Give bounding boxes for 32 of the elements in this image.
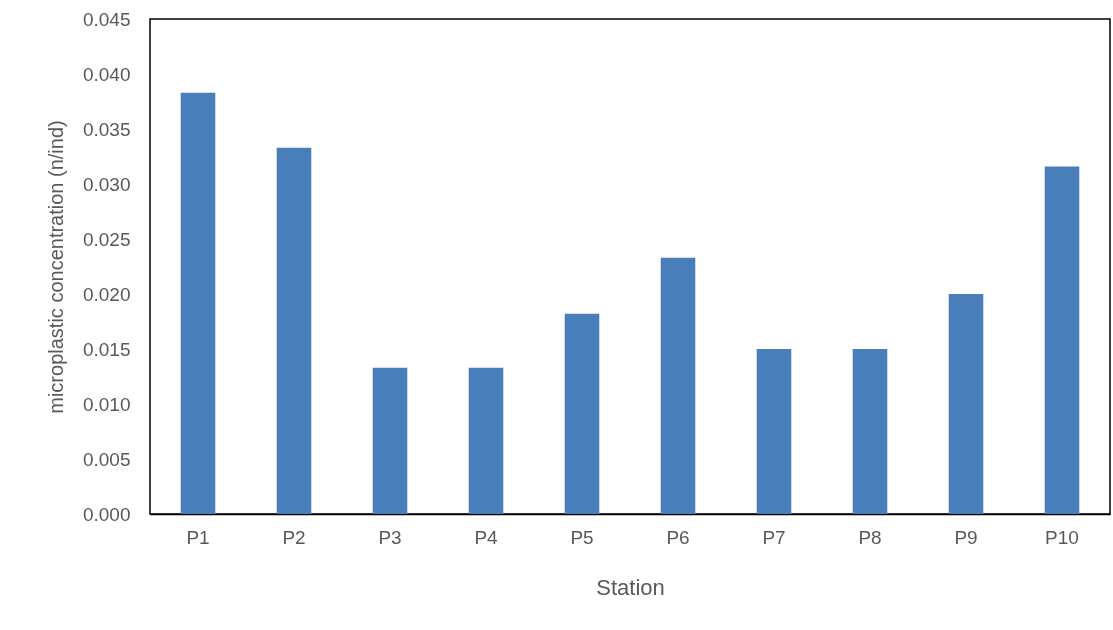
y-tick-label: 0.005	[82, 448, 131, 470]
y-tick-label: 0.010	[82, 393, 131, 415]
x-tick-label: P4	[474, 526, 499, 548]
bar	[564, 313, 600, 514]
y-tick-label: 0.040	[82, 63, 131, 85]
bar	[756, 349, 792, 514]
x-tick-label: P1	[186, 526, 210, 548]
y-tick-label: 0.000	[82, 503, 131, 525]
bar	[1044, 166, 1080, 514]
bar	[372, 367, 408, 514]
x-tick-label: P5	[570, 526, 594, 548]
y-axis-title: microplastic concentration (n/ind)	[44, 120, 67, 414]
y-tick-label: 0.035	[82, 118, 131, 140]
bar	[276, 147, 312, 514]
x-tick-label: P2	[282, 526, 306, 548]
x-tick-label: P3	[378, 526, 402, 548]
x-tick-label: P9	[954, 526, 978, 548]
y-tick-label: 0.015	[82, 338, 131, 360]
x-tick-label: P6	[666, 526, 690, 548]
y-tick-label: 0.030	[82, 173, 131, 195]
bar	[660, 257, 696, 514]
x-axis-title: Station	[596, 574, 665, 600]
bar	[180, 92, 216, 514]
bar	[852, 349, 888, 514]
y-tick-label: 0.025	[82, 228, 131, 250]
y-tick-label: 0.045	[82, 8, 131, 30]
y-tick-label: 0.020	[82, 283, 131, 305]
bar	[468, 367, 504, 514]
x-tick-label: P10	[1045, 526, 1079, 548]
x-tick-label: P8	[858, 526, 882, 548]
bar	[948, 294, 984, 514]
x-tick-label: P7	[762, 526, 786, 548]
